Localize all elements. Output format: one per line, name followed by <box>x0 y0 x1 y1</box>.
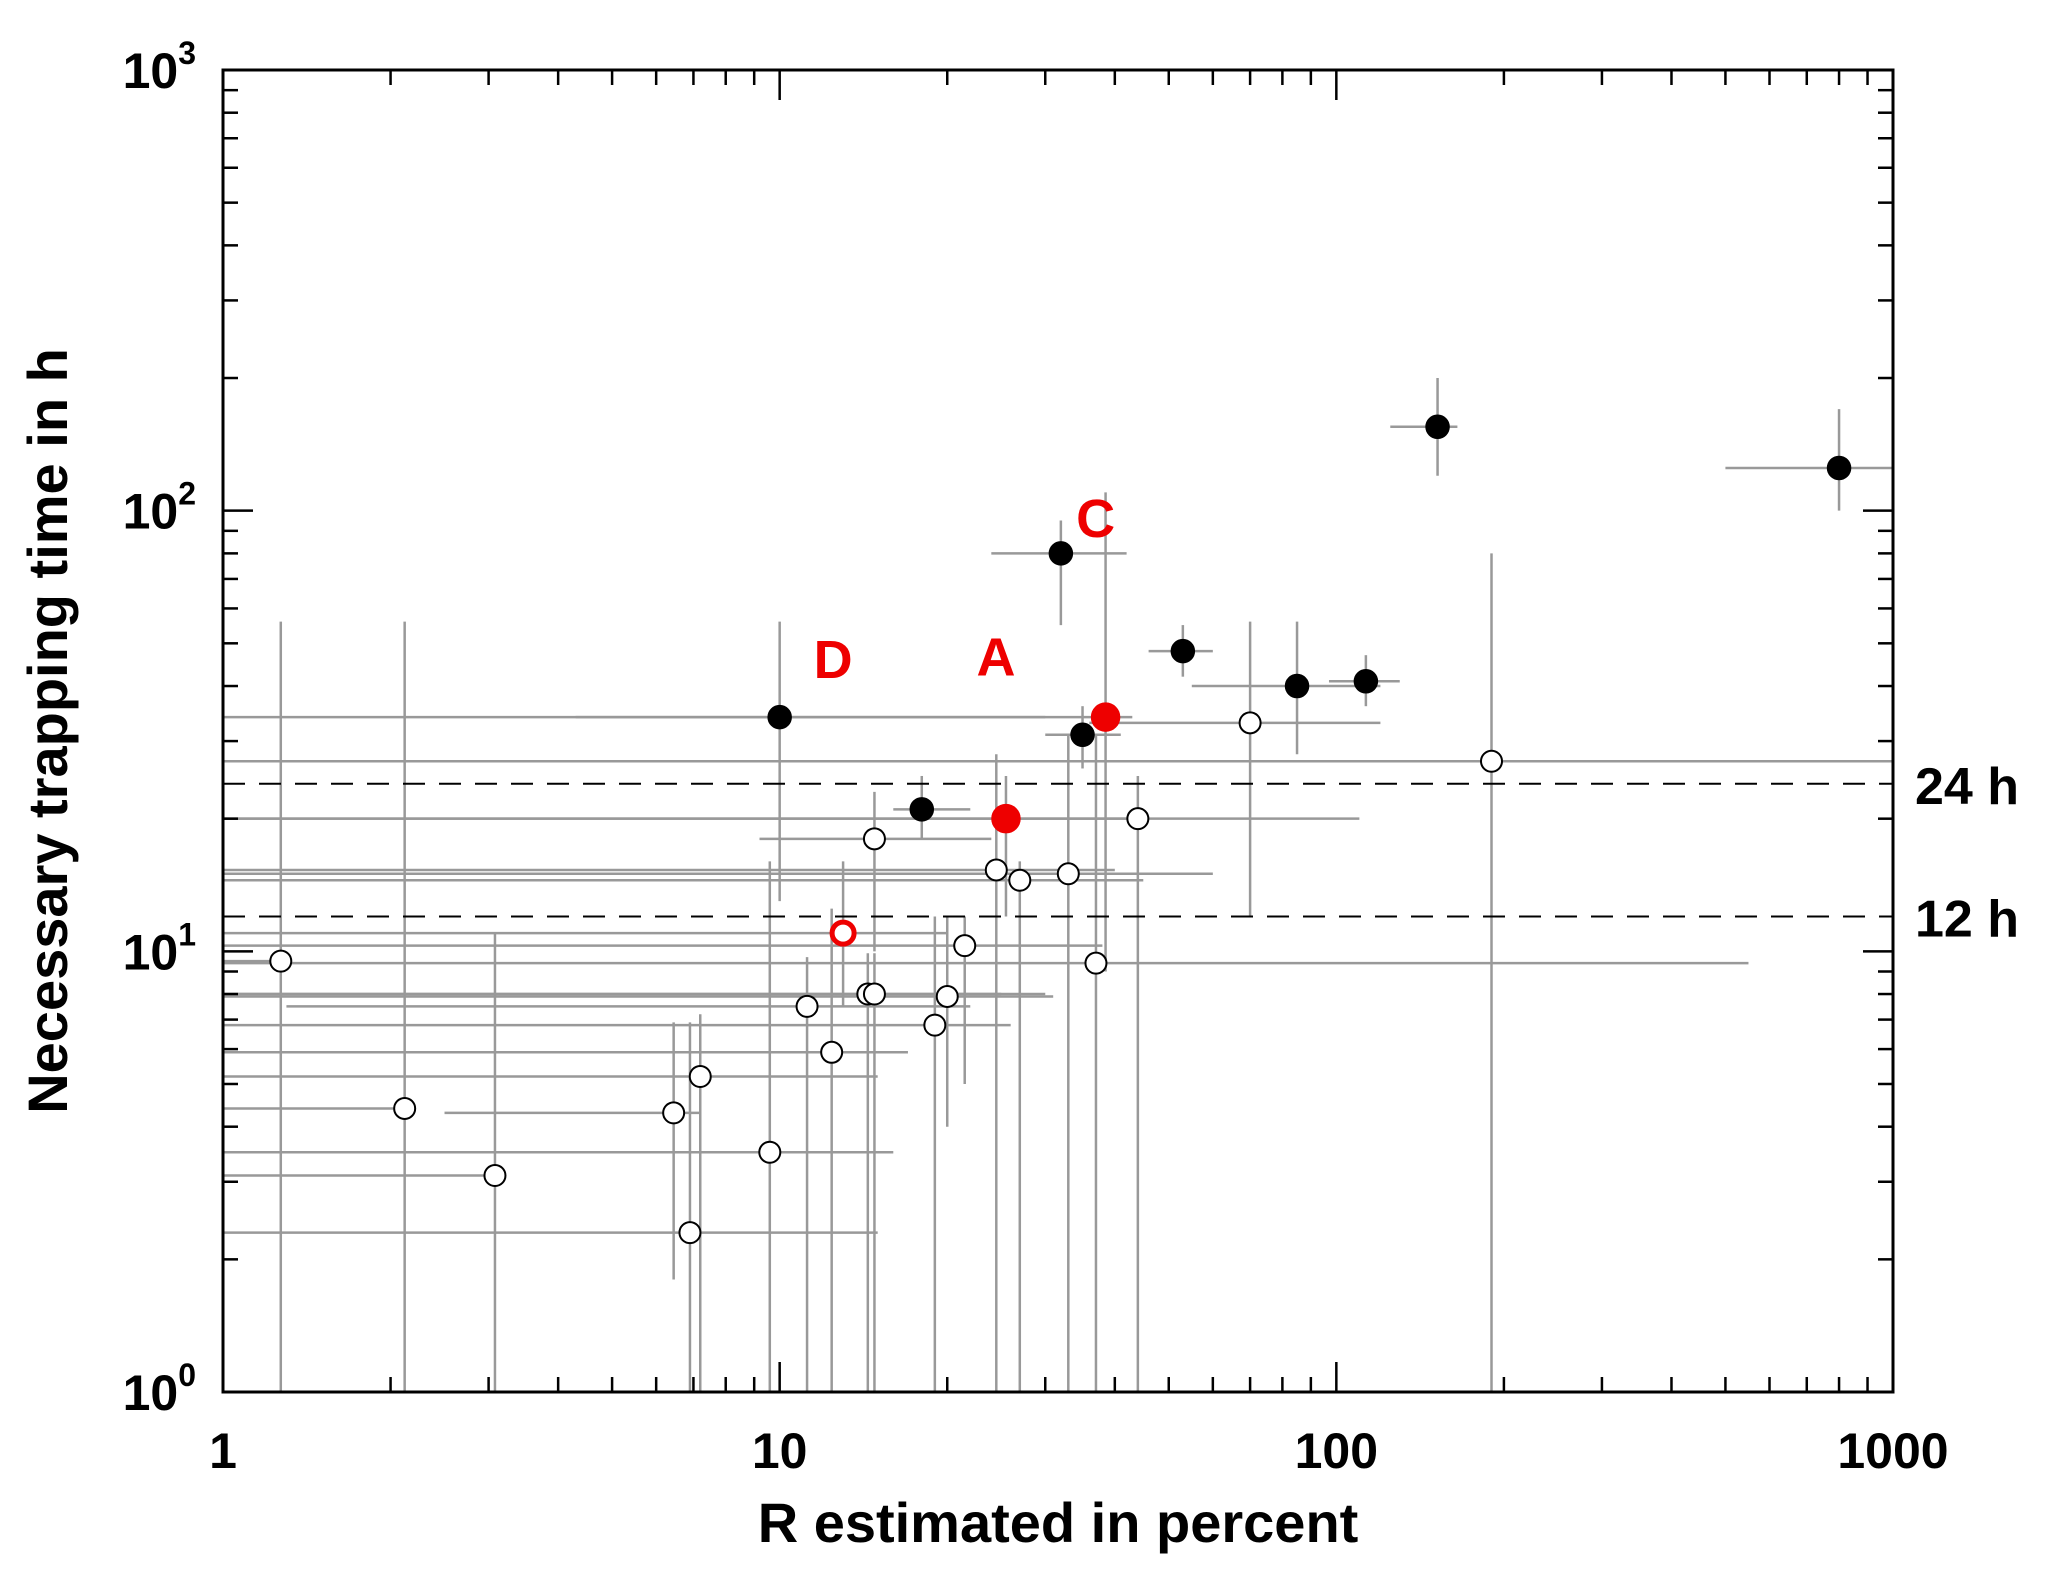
reference-lines: 24 h 12 h <box>223 758 2019 948</box>
x-tick-label: 1000 <box>1837 1423 1948 1479</box>
open-point <box>953 934 977 958</box>
filled-point <box>909 797 935 822</box>
open-point <box>1084 951 1108 975</box>
x-tick-label: 1 <box>209 1423 237 1479</box>
open-point <box>678 1221 702 1245</box>
y-tick-label: 102 <box>123 476 196 540</box>
tick-labels: 1 10 100 1000 100 101 102 103 <box>123 35 1949 1479</box>
point-labels: A C D <box>814 489 1115 690</box>
open-point <box>662 1101 686 1125</box>
filled-point <box>1826 455 1852 481</box>
y-tick-label: 101 <box>123 916 196 980</box>
axis-ticks <box>223 70 1893 1392</box>
point-label-d: D <box>814 630 853 690</box>
filled-point <box>767 704 792 730</box>
filled-point <box>1070 722 1095 748</box>
open-point <box>923 1013 947 1037</box>
highlight-point-a <box>991 803 1021 834</box>
x-tick-label: 100 <box>1295 1423 1378 1479</box>
y-tick-label: 100 <box>123 1357 196 1421</box>
open-point <box>483 1163 507 1187</box>
x-tick-label: 10 <box>752 1423 808 1479</box>
filled-point <box>1353 669 1379 694</box>
filled-point <box>1048 541 1074 566</box>
open-point <box>688 1064 712 1088</box>
open-point <box>984 858 1008 882</box>
open-point <box>1126 807 1150 831</box>
highlight-point-c <box>1090 702 1121 732</box>
open-point <box>758 1140 782 1164</box>
highlight-point-d <box>829 919 857 947</box>
open-point <box>1480 749 1504 773</box>
reference-line-label: 24 h <box>1915 758 2019 816</box>
error-bars <box>223 378 1893 1392</box>
open-point <box>862 982 886 1006</box>
open-point <box>1056 862 1080 886</box>
open-point <box>1238 711 1262 735</box>
open-point <box>1008 868 1032 892</box>
y-axis-label: Necessary trapping time in h <box>16 348 79 1114</box>
open-point <box>820 1040 844 1064</box>
plot-area-frame <box>221 68 1895 1394</box>
filled-point <box>1284 673 1310 699</box>
y-tick-label: 103 <box>123 35 196 99</box>
point-label-a: A <box>976 628 1015 688</box>
filled-point <box>1425 414 1450 440</box>
reference-line-label: 12 h <box>1915 890 2019 948</box>
open-point <box>795 994 819 1018</box>
open-point <box>269 949 293 973</box>
open-point <box>862 827 886 851</box>
data-points <box>269 414 1852 1245</box>
open-point <box>393 1096 417 1120</box>
point-label-c: C <box>1076 489 1115 549</box>
open-point <box>935 984 959 1008</box>
x-axis-label: R estimated in percent <box>758 1491 1359 1554</box>
filled-point <box>1170 638 1196 664</box>
